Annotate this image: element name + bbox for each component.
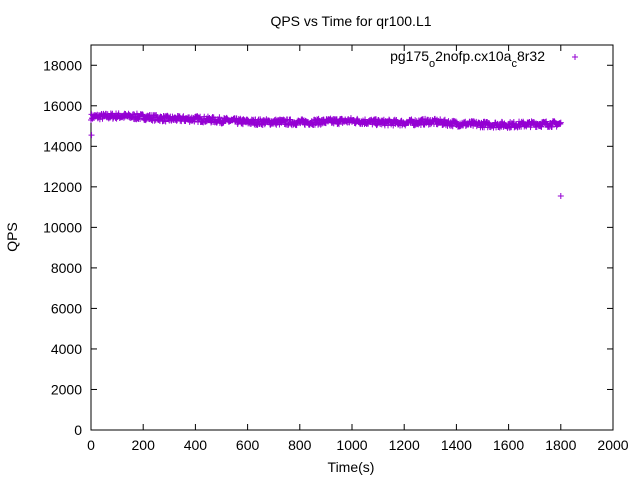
data-point xyxy=(510,118,517,125)
legend: pg175o2nofp.cx10ac8r32 xyxy=(390,48,578,70)
data-point xyxy=(281,116,288,123)
y-tick-label: 14000 xyxy=(43,138,82,154)
x-tick-label: 1400 xyxy=(441,437,472,453)
y-tick-label: 2000 xyxy=(51,381,82,397)
y-tick-label: 12000 xyxy=(43,179,82,195)
data-point xyxy=(453,119,460,126)
plot-frame xyxy=(90,44,614,431)
data-point xyxy=(115,110,122,117)
data-point xyxy=(173,116,180,123)
x-axis: 0 200 400 600 800 1000 1200 1400 1600 1800 2000 xyxy=(87,45,629,453)
data-point xyxy=(556,120,563,127)
x-tick-label: 600 xyxy=(236,437,260,453)
legend-marker xyxy=(572,54,578,60)
data-point xyxy=(543,118,550,125)
x-tick-label: 1600 xyxy=(493,437,524,453)
series-points xyxy=(88,110,564,199)
x-tick-label: 1200 xyxy=(389,437,420,453)
data-point xyxy=(362,116,369,123)
x-tick-label: 200 xyxy=(132,437,156,453)
y-tick-label: 4000 xyxy=(51,341,82,357)
data-point xyxy=(385,122,392,129)
chart-title: QPS vs Time for qr100.L1 xyxy=(270,13,431,29)
data-point xyxy=(162,118,169,125)
y-axis-label: QPS xyxy=(4,222,20,252)
y-tick-label: 0 xyxy=(74,422,82,438)
data-point xyxy=(557,119,564,126)
x-tick-label: 2000 xyxy=(597,437,628,453)
y-tick-label: 8000 xyxy=(51,260,82,276)
data-point xyxy=(196,114,203,121)
x-tick-label: 0 xyxy=(87,437,95,453)
data-point xyxy=(538,123,545,130)
x-tick-label: 400 xyxy=(184,437,208,453)
data-point xyxy=(449,123,456,130)
data-point xyxy=(557,121,564,128)
legend-label: pg175o2nofp.cx10ac8r32 xyxy=(390,48,545,70)
data-point xyxy=(441,116,448,123)
data-point xyxy=(216,114,223,121)
x-tick-label: 800 xyxy=(288,437,312,453)
legend-label-part-1: pg175 xyxy=(390,48,429,64)
data-point xyxy=(448,122,455,129)
y-axis: 0 2000 4000 6000 8000 10000 12000 14000 16000 180… xyxy=(43,57,613,438)
legend-label-part-3: 8r32 xyxy=(517,48,545,64)
y-tick-label: 6000 xyxy=(51,300,82,316)
data-point xyxy=(335,121,342,128)
x-axis-label: Time(s) xyxy=(328,459,375,475)
legend-marker-symbol xyxy=(572,54,578,60)
data-point xyxy=(96,116,103,123)
y-tick-label: 16000 xyxy=(43,98,82,114)
outlier-point xyxy=(88,132,95,139)
legend-label-part-2: 2nofp.cx10a xyxy=(435,48,511,64)
data-point xyxy=(419,117,426,124)
x-tick-label: 1000 xyxy=(336,437,367,453)
data-point xyxy=(131,111,138,118)
data-point xyxy=(415,121,422,128)
outlier-point xyxy=(557,192,564,199)
y-tick-label: 18000 xyxy=(43,57,82,73)
data-point xyxy=(139,111,146,118)
x-tick-label: 1800 xyxy=(545,437,576,453)
data-point xyxy=(151,117,158,124)
data-point xyxy=(354,115,361,122)
legend-label-subscript-1: o xyxy=(429,58,435,70)
y-tick-label: 10000 xyxy=(43,219,82,235)
legend-label-subscript-2: c xyxy=(511,58,517,70)
